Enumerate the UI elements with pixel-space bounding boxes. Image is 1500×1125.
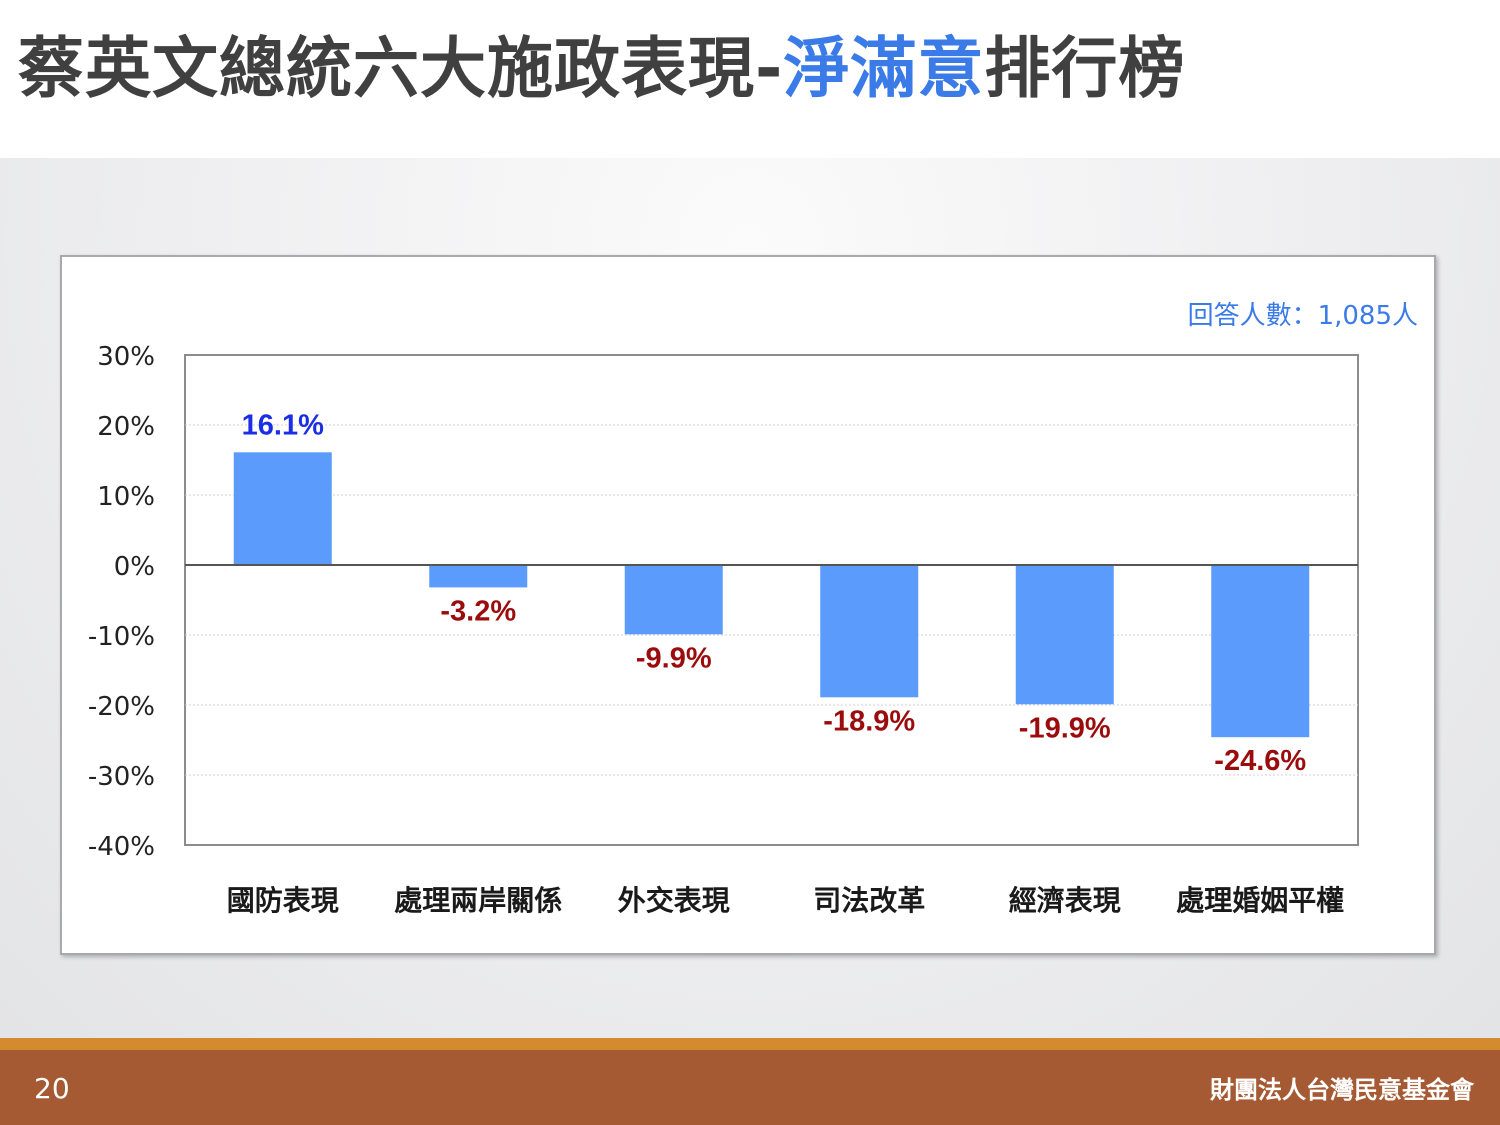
x-category-label: 處理兩岸關係: [394, 884, 562, 917]
x-category-label: 外交表現: [618, 884, 730, 917]
bar: [624, 565, 723, 635]
y-tick-label: 0%: [114, 552, 155, 582]
footer: [0, 1050, 1500, 1125]
x-category-label: 司法改革: [813, 884, 925, 917]
title-suffix: 排行榜: [984, 30, 1186, 107]
bar: [233, 452, 332, 565]
title-highlight: 淨滿意: [783, 30, 985, 107]
y-tick-label: -40%: [88, 832, 155, 862]
title-bar: 蔡英文總統六大施政表現-淨滿意排行榜: [0, 0, 1500, 158]
y-tick-label: 10%: [97, 482, 155, 512]
y-tick-label: 30%: [97, 342, 155, 372]
y-tick-label: -10%: [88, 622, 155, 652]
data-label: -19.9%: [1019, 712, 1111, 744]
title-prefix: 蔡英文總統六大施政表現-: [18, 30, 784, 107]
data-label: -9.9%: [636, 642, 712, 674]
data-label: -18.9%: [823, 705, 915, 737]
respondent-count: 回答人數：1,085人: [1187, 301, 1418, 331]
y-tick-label: -30%: [88, 762, 155, 792]
data-label: 16.1%: [242, 409, 324, 441]
data-label: -24.6%: [1214, 745, 1306, 777]
bar: [820, 565, 919, 698]
bar: [429, 565, 528, 588]
page-number: 20: [34, 1072, 70, 1105]
bar: [1211, 565, 1310, 738]
y-tick-label: -20%: [88, 692, 155, 722]
page-title: 蔡英文總統六大施政表現-淨滿意排行榜: [18, 36, 1185, 102]
x-category-label: 處理婚姻平權: [1176, 884, 1344, 917]
plot-area: [184, 354, 1359, 846]
y-tick-label: 20%: [97, 412, 155, 442]
data-label: -3.2%: [440, 595, 516, 627]
bar: [1015, 565, 1114, 705]
x-category-label: 經濟表現: [1009, 884, 1121, 917]
footer-accent-line: [0, 1038, 1500, 1050]
organization-name: 財團法人台灣民意基金會: [1210, 1076, 1474, 1104]
x-category-label: 國防表現: [227, 884, 339, 917]
